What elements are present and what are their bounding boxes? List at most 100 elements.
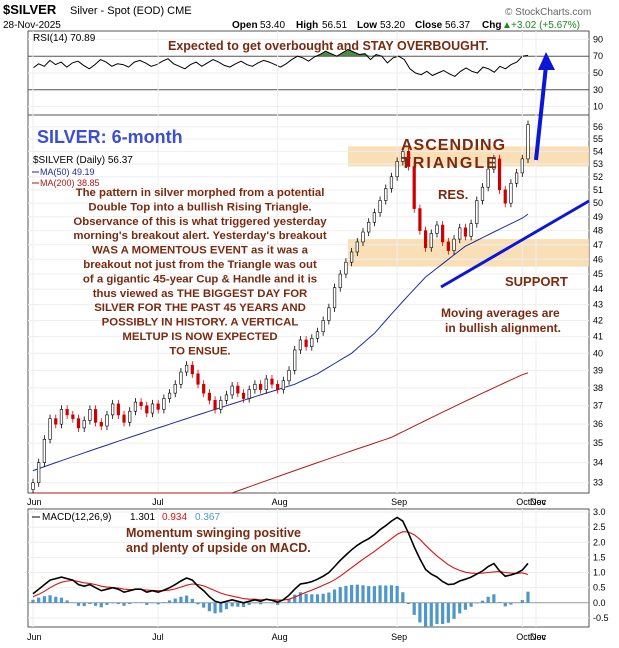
macd-histogram-bar xyxy=(281,602,285,603)
macd-histogram-bar xyxy=(492,594,496,603)
price-tick-label: 48 xyxy=(593,226,603,236)
candle xyxy=(31,482,35,490)
rsi-line xyxy=(32,48,529,77)
candle xyxy=(253,383,257,390)
macd-histogram-bar xyxy=(389,585,394,603)
header-name: Silver - Spot (EOD) CME xyxy=(70,5,192,17)
macd-histogram-bar xyxy=(515,602,519,603)
price-tick-label: 54 xyxy=(593,146,603,156)
candle xyxy=(372,212,376,223)
pattern-label-2: TRIANGLE xyxy=(401,155,499,172)
candle xyxy=(173,383,177,394)
candle xyxy=(88,409,92,421)
candle xyxy=(196,373,200,385)
month-label: Oct xyxy=(516,497,531,507)
candle xyxy=(270,378,274,385)
macd-histogram-bar xyxy=(497,602,502,603)
candle xyxy=(207,392,211,401)
candle xyxy=(258,383,263,390)
macd-histogram-bar xyxy=(133,602,138,603)
candle xyxy=(492,158,496,170)
candle xyxy=(389,176,394,189)
macd-histogram-bar xyxy=(207,602,211,612)
macd-histogram-bar xyxy=(446,602,450,623)
price-tick-label: 41 xyxy=(593,332,603,342)
header-date: 28-Nov-2025 xyxy=(3,20,61,31)
macd-tick-label: 3.0 xyxy=(593,507,606,517)
macd-histogram-bar xyxy=(122,602,126,606)
macd-histogram-bar xyxy=(503,602,507,607)
legend-symbol: $SILVER (Daily) 56.37 xyxy=(33,155,133,166)
macd-histogram-bar xyxy=(150,602,155,604)
candle xyxy=(344,261,348,275)
macd-histogram-bar xyxy=(111,602,115,604)
price-tick-label: 33 xyxy=(593,478,603,488)
price-tick-label: 51 xyxy=(593,185,603,195)
rsi-tick-label: 90 xyxy=(593,34,603,44)
price-tick-label: 39 xyxy=(593,365,603,375)
month-label: Nov xyxy=(530,497,547,507)
candle xyxy=(423,230,428,248)
macd-histogram-bar xyxy=(270,602,274,604)
macd-histogram-bar xyxy=(116,602,120,605)
candle xyxy=(213,400,217,410)
candle xyxy=(480,186,485,201)
candle xyxy=(384,188,388,201)
candle xyxy=(162,398,166,410)
macd-histogram-bar xyxy=(435,602,439,624)
candle xyxy=(105,414,109,427)
candle xyxy=(486,168,490,188)
macd-layer xyxy=(28,511,589,627)
macd-histogram-bar xyxy=(139,602,143,603)
candle xyxy=(350,251,354,263)
macd-histogram-bar xyxy=(230,602,234,607)
macd-histogram-bar xyxy=(412,602,416,615)
macd-line xyxy=(32,516,529,604)
macd-histogram-bar xyxy=(293,594,297,603)
macd-histogram-bar xyxy=(344,585,348,603)
candle xyxy=(310,338,314,347)
month-label: Nov xyxy=(530,632,547,642)
macd-histogram-bar xyxy=(418,602,422,623)
macd-value-1: 1.301 xyxy=(130,512,155,523)
open-label: Open xyxy=(232,20,258,31)
rsi-tick-label: 30 xyxy=(593,85,603,95)
candle xyxy=(224,394,229,401)
macd-histogram-bar xyxy=(76,602,81,606)
macd-histogram-bar xyxy=(304,593,308,603)
macd-histogram-bar xyxy=(196,602,200,605)
macd-histogram-bar xyxy=(54,596,58,603)
candle xyxy=(401,151,405,162)
candle xyxy=(304,339,308,347)
price-tick-label: 35 xyxy=(593,438,603,448)
candle xyxy=(452,238,456,251)
macd-histogram-bar xyxy=(384,585,388,603)
month-label: Jun xyxy=(27,632,42,642)
macd-histogram-bar xyxy=(310,594,314,603)
commentary-line: WAS A MOMENTOUS EVENT as it was a xyxy=(92,245,309,257)
price-tick-label: 40 xyxy=(593,348,603,358)
macd-histogram-bar xyxy=(236,602,240,607)
candle xyxy=(99,422,103,427)
macd-histogram-bar xyxy=(395,585,399,603)
macd-histogram-bar xyxy=(520,600,524,603)
price-tick-label: 37 xyxy=(593,401,603,411)
macd-histogram-bar xyxy=(145,602,149,605)
commentary-line: of a gigantic 45-year Cup & Handle and i… xyxy=(83,273,317,285)
commentary-line: TO ENSUE. xyxy=(169,345,230,357)
price-panel xyxy=(27,114,590,494)
watermark: © StockCharts.com xyxy=(505,7,591,18)
candle xyxy=(520,158,524,174)
macd-tick-label: 0.0 xyxy=(593,598,606,608)
macd-panel xyxy=(27,508,590,628)
commentary-line: MELTUP IS NOW EXPECTED xyxy=(122,331,277,343)
candle xyxy=(515,172,519,184)
legend-ma50: MA(50) 49.19 xyxy=(40,167,95,177)
candle xyxy=(42,439,46,463)
macd-histogram-bar xyxy=(88,602,92,605)
candle xyxy=(355,241,359,253)
candle xyxy=(281,380,285,390)
close-label: Close xyxy=(415,20,443,31)
price-tick-label: 42 xyxy=(593,315,603,325)
price-tick-label: 36 xyxy=(593,419,603,429)
